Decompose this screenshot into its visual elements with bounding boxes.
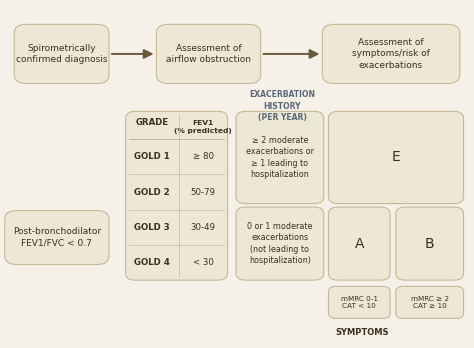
Text: < 30: < 30 (192, 258, 213, 267)
Text: ≥ 80: ≥ 80 (192, 152, 214, 161)
Text: A: A (355, 237, 364, 251)
FancyBboxPatch shape (328, 207, 390, 280)
Text: GOLD 4: GOLD 4 (134, 258, 170, 267)
Text: GOLD 2: GOLD 2 (134, 188, 170, 197)
Text: mMRC ≥ 2
CAT ≥ 10: mMRC ≥ 2 CAT ≥ 10 (410, 295, 449, 309)
Text: GRADE: GRADE (136, 118, 169, 127)
FancyBboxPatch shape (14, 24, 109, 84)
Text: Spirometrically
confirmed diagnosis: Spirometrically confirmed diagnosis (16, 44, 108, 64)
Text: SYMPTOMS: SYMPTOMS (336, 328, 389, 337)
Text: GOLD 3: GOLD 3 (134, 223, 170, 232)
Text: GOLD 1: GOLD 1 (134, 152, 170, 161)
FancyBboxPatch shape (328, 111, 464, 204)
Text: FEV1
(% predicted): FEV1 (% predicted) (174, 120, 232, 134)
Text: ≥ 2 moderate
exacerbations or
≥ 1 leading to
hospitalization: ≥ 2 moderate exacerbations or ≥ 1 leadin… (246, 136, 314, 179)
Text: 0 or 1 moderate
exacerbations
(not leading to
hospitalization): 0 or 1 moderate exacerbations (not leadi… (247, 222, 313, 265)
FancyBboxPatch shape (126, 111, 228, 280)
Text: Post-bronchodilator
FEV1/FVC < 0.7: Post-bronchodilator FEV1/FVC < 0.7 (13, 227, 101, 248)
FancyBboxPatch shape (236, 111, 324, 204)
Text: Assessment of
airflow obstruction: Assessment of airflow obstruction (166, 44, 251, 64)
FancyBboxPatch shape (5, 211, 109, 264)
Text: EXACERBATION
HISTORY
(PER YEAR): EXACERBATION HISTORY (PER YEAR) (249, 90, 315, 122)
Text: B: B (425, 237, 435, 251)
FancyBboxPatch shape (328, 286, 390, 318)
FancyBboxPatch shape (396, 207, 464, 280)
FancyBboxPatch shape (156, 24, 261, 84)
Text: E: E (392, 150, 401, 165)
FancyBboxPatch shape (236, 207, 324, 280)
Text: mMRC 0-1
CAT < 10: mMRC 0-1 CAT < 10 (341, 295, 378, 309)
Text: 30-49: 30-49 (191, 223, 216, 232)
Text: 50-79: 50-79 (191, 188, 216, 197)
Text: Assessment of
symptoms/risk of
exacerbations: Assessment of symptoms/risk of exacerbat… (352, 38, 430, 70)
FancyBboxPatch shape (322, 24, 460, 84)
FancyBboxPatch shape (396, 286, 464, 318)
